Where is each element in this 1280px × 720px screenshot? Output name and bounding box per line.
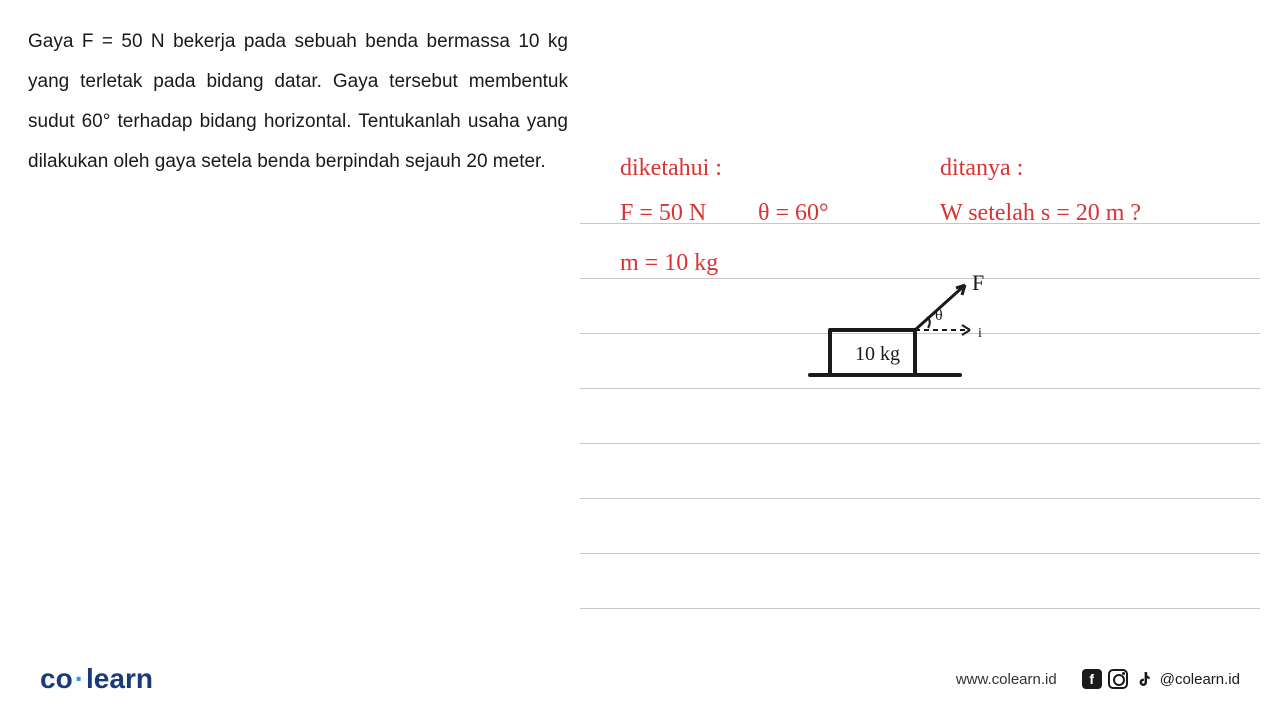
logo-co: co (40, 663, 73, 694)
hw-theta-value: θ = 60° (758, 200, 829, 227)
social-links: f @colearn.id (1082, 669, 1240, 689)
logo-dot: · (75, 663, 84, 694)
hw-diketahui-label: diketahui : (620, 155, 722, 182)
question-text: Gaya F = 50 N bekerja pada sebuah benda … (28, 22, 568, 182)
logo: co·learn (40, 663, 153, 695)
hw-force-value: F = 50 N (620, 200, 706, 227)
diagram-i-label: i (978, 326, 982, 341)
diagram-box-label: 10 kg (855, 343, 900, 365)
facebook-icon: f (1082, 669, 1102, 689)
footer-right: www.colearn.id f @colearn.id (956, 669, 1240, 689)
ruled-line (580, 554, 1260, 609)
diagram-angle-label: θ (935, 307, 943, 324)
logo-learn: learn (86, 663, 153, 694)
ruled-line (580, 389, 1260, 444)
hw-ditanya-label: ditanya : (940, 155, 1023, 182)
website-url: www.colearn.id (956, 671, 1057, 688)
ruled-line (580, 499, 1260, 554)
force-diagram: 10 kg F i θ (800, 265, 1020, 395)
hw-mass-value: m = 10 kg (620, 250, 718, 277)
footer: co·learn www.colearn.id f @colearn.id (0, 663, 1280, 695)
diagram-force-label: F (972, 270, 984, 295)
ruled-line (580, 444, 1260, 499)
hw-work-question: W setelah s = 20 m ? (940, 200, 1141, 227)
social-handle: @colearn.id (1160, 671, 1240, 688)
instagram-icon (1108, 669, 1128, 689)
tiktok-icon (1134, 669, 1154, 689)
